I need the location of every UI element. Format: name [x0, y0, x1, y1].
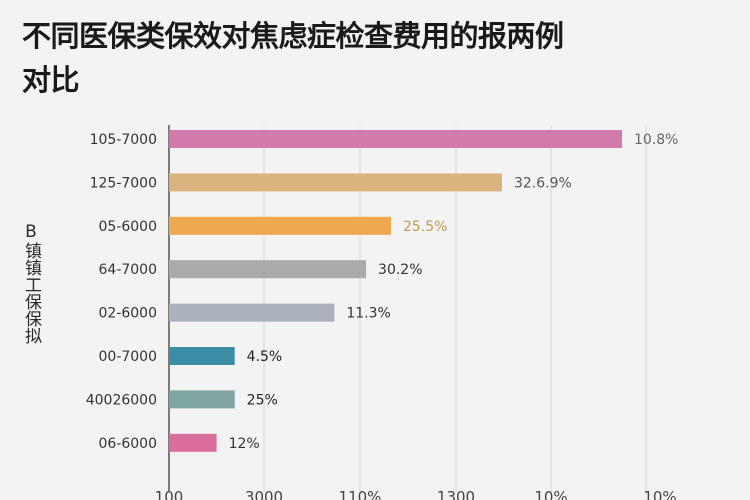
y-axis-label: B镇镇工保保拟 — [21, 222, 41, 344]
bar — [169, 433, 217, 452]
x-tick-label: 3000 — [245, 488, 283, 500]
bar — [169, 347, 235, 365]
y-tick-label: 05-6000 — [99, 219, 158, 235]
y-tick-label: 125-7000 — [90, 175, 157, 191]
bar-value-label: 25% — [247, 392, 278, 408]
y-tick-label: 06-6000 — [99, 436, 158, 452]
bar-value-label: 32.6.9% — [514, 175, 572, 191]
bar — [169, 390, 235, 409]
x-tick-label: 110% — [339, 488, 382, 500]
bar — [169, 216, 391, 235]
bar — [169, 173, 502, 192]
bar — [169, 303, 335, 322]
chart-title: 不同医保类保效对焦虑症检查费用的报两例对比 — [22, 19, 564, 97]
bar-value-label: 10.8% — [634, 132, 678, 148]
bar-value-label: 4.5% — [247, 349, 283, 365]
x-tick-label: 10% — [643, 488, 676, 500]
y-tick-label: 64-7000 — [99, 262, 158, 278]
bar — [169, 130, 622, 148]
bar — [169, 260, 367, 279]
y-tick-label: 02-6000 — [99, 306, 158, 322]
bar-value-label: 12% — [229, 436, 260, 452]
y-tick-label: 40026000 — [86, 392, 157, 408]
x-tick-label: 100 — [155, 488, 184, 500]
y-tick-label: 00-7000 — [99, 349, 158, 365]
bar-value-label: 11.3% — [346, 306, 390, 322]
x-tick-label: 10% — [534, 488, 567, 500]
bar-value-label: 30.2% — [378, 262, 422, 278]
y-tick-label: 105-7000 — [90, 132, 157, 148]
x-tick-label: 1300 — [437, 488, 475, 500]
bar-value-label: 25.5% — [403, 219, 447, 235]
